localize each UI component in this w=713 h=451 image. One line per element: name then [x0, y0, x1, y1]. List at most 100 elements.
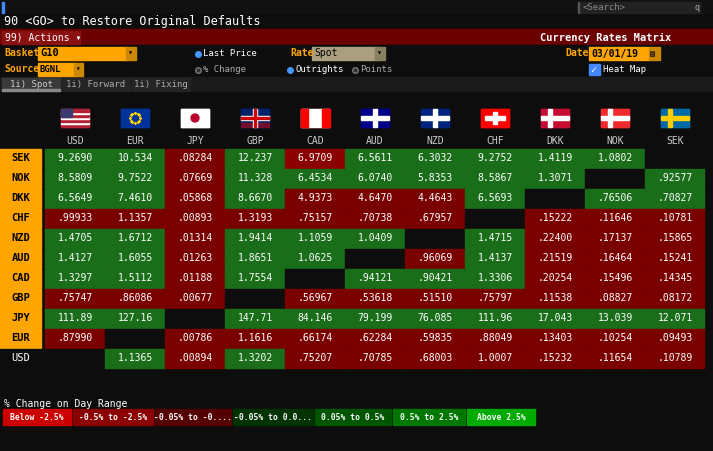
Text: 9.2752: 9.2752 [478, 153, 513, 163]
Bar [61, 117, 89, 119]
Text: .51510: .51510 [417, 293, 453, 303]
Bar [405, 169, 464, 188]
Bar [405, 289, 464, 308]
Bar [285, 349, 344, 368]
Bar [301, 109, 308, 127]
Text: 4.9373: 4.9373 [297, 193, 333, 203]
Text: Currency Rates Matrix: Currency Rates Matrix [540, 32, 671, 42]
Bar [465, 269, 524, 288]
Text: .10254: .10254 [597, 333, 632, 343]
Text: ✓: ✓ [590, 64, 596, 74]
Bar [0, 77, 713, 92]
Bar [254, 109, 256, 127]
Bar [525, 249, 584, 268]
Bar [485, 116, 505, 120]
Bar [345, 349, 404, 368]
Text: 1.3202: 1.3202 [237, 353, 272, 363]
Text: 6.4534: 6.4534 [297, 173, 333, 183]
Bar [525, 349, 584, 368]
Text: 147.71: 147.71 [237, 313, 272, 323]
Bar [0, 209, 41, 228]
Bar [62, 78, 130, 91]
Bar [465, 229, 524, 248]
Bar [45, 269, 104, 288]
Text: .87990: .87990 [57, 333, 93, 343]
Text: EUR: EUR [126, 136, 144, 146]
Text: .86086: .86086 [118, 293, 153, 303]
Bar [225, 269, 284, 288]
Bar [405, 249, 464, 268]
Text: DKK: DKK [546, 136, 564, 146]
Text: GBP: GBP [246, 136, 264, 146]
Text: 99) Actions ▾: 99) Actions ▾ [5, 32, 81, 42]
Text: .08284: .08284 [178, 153, 212, 163]
Text: 6.5649: 6.5649 [57, 193, 93, 203]
Bar [225, 169, 284, 188]
Text: Below -2.5%: Below -2.5% [10, 413, 63, 422]
Bar [661, 109, 689, 127]
Bar [45, 349, 104, 368]
Bar [45, 209, 104, 228]
Text: 12.237: 12.237 [237, 153, 272, 163]
Text: 1i) Forward: 1i) Forward [66, 80, 125, 89]
Bar [165, 269, 224, 288]
Bar [105, 349, 164, 368]
Bar [2, 2, 4, 13]
Text: 1.4119: 1.4119 [538, 153, 573, 163]
Bar [225, 309, 284, 328]
Bar [225, 229, 284, 248]
Text: .22400: .22400 [538, 233, 573, 243]
Bar [585, 149, 644, 168]
Bar [61, 109, 72, 117]
Text: 03/01/19: 03/01/19 [591, 49, 638, 59]
Bar [0, 269, 41, 288]
Bar [0, 61, 713, 77]
Text: .15865: .15865 [657, 233, 692, 243]
Text: .75797: .75797 [478, 293, 513, 303]
Bar [525, 169, 584, 188]
Bar [301, 109, 329, 127]
Text: Above 2.5%: Above 2.5% [476, 413, 525, 422]
Bar [0, 14, 713, 29]
Bar [668, 109, 672, 127]
Text: 1.1616: 1.1616 [237, 333, 272, 343]
Bar [2, 31, 80, 44]
Text: .94121: .94121 [357, 273, 393, 283]
Bar [61, 109, 89, 127]
Text: .70827: .70827 [657, 193, 692, 203]
Bar [61, 119, 89, 122]
Text: .92577: .92577 [657, 173, 692, 183]
Bar [74, 63, 83, 76]
Text: CAD: CAD [306, 136, 324, 146]
Bar [0, 107, 713, 151]
Bar [645, 309, 704, 328]
Bar [525, 189, 584, 208]
Bar [0, 309, 41, 328]
Bar [165, 289, 224, 308]
Bar [165, 329, 224, 348]
Text: 1.5112: 1.5112 [118, 273, 153, 283]
Text: .00677: .00677 [178, 293, 212, 303]
Text: .00786: .00786 [178, 333, 212, 343]
Bar [645, 269, 704, 288]
Bar [225, 209, 284, 228]
Bar [421, 109, 449, 127]
Text: .88049: .88049 [478, 333, 513, 343]
Bar [345, 249, 404, 268]
Text: .01263: .01263 [178, 253, 212, 263]
Text: 8.5867: 8.5867 [478, 173, 513, 183]
Bar [645, 189, 704, 208]
Bar [105, 269, 164, 288]
Text: 8.6670: 8.6670 [237, 193, 272, 203]
Bar [525, 329, 584, 348]
Bar [165, 229, 224, 248]
Bar [0, 0, 713, 14]
Bar [0, 289, 41, 308]
Bar [465, 169, 524, 188]
Bar [465, 289, 524, 308]
Text: .56967: .56967 [297, 293, 333, 303]
Text: .01188: .01188 [178, 273, 212, 283]
Text: 1.0007: 1.0007 [478, 353, 513, 363]
Text: .00893: .00893 [178, 213, 212, 223]
Text: 1.3297: 1.3297 [57, 273, 93, 283]
